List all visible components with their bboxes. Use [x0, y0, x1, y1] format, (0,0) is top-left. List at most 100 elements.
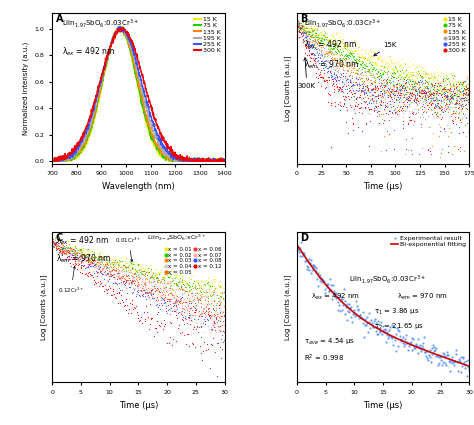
Point	[320, 77, 328, 84]
Point	[319, 36, 327, 43]
Point	[346, 87, 354, 94]
Point	[380, 76, 387, 82]
Point	[409, 68, 417, 75]
Point	[429, 76, 437, 82]
Point	[314, 45, 321, 52]
Point	[201, 310, 208, 317]
Point	[370, 79, 377, 85]
Point	[464, 90, 471, 97]
Point	[195, 312, 203, 319]
Point	[368, 85, 375, 92]
Point	[104, 270, 112, 277]
Point	[295, 28, 302, 34]
Point	[137, 270, 145, 277]
Point	[164, 291, 172, 298]
Point	[105, 258, 113, 264]
Point	[409, 85, 416, 92]
Point	[85, 269, 93, 275]
Point	[51, 241, 58, 247]
Experimental result	[385, 326, 392, 333]
Point	[77, 249, 84, 255]
Point	[320, 41, 328, 48]
Point	[374, 68, 382, 75]
Point	[384, 60, 392, 67]
Point	[134, 266, 141, 273]
Point	[210, 324, 218, 331]
Point	[378, 84, 386, 91]
Point	[433, 85, 440, 92]
Point	[311, 57, 319, 64]
Point	[429, 130, 437, 136]
Point	[48, 243, 56, 249]
Experimental result	[377, 329, 384, 336]
195 K	[222, 158, 228, 163]
Point	[103, 267, 110, 274]
Point	[458, 88, 465, 94]
Point	[214, 312, 222, 318]
Point	[388, 64, 396, 71]
Point	[75, 253, 82, 260]
Point	[457, 85, 465, 91]
Point	[329, 56, 337, 63]
Point	[340, 95, 348, 102]
Point	[383, 60, 390, 67]
Point	[127, 261, 135, 268]
Point	[65, 252, 73, 259]
Point	[140, 280, 147, 287]
Point	[72, 257, 79, 264]
Point	[185, 315, 192, 322]
Point	[124, 280, 132, 287]
Point	[416, 151, 423, 158]
Point	[349, 121, 357, 128]
Point	[143, 290, 150, 297]
Point	[403, 88, 411, 95]
Point	[317, 50, 325, 57]
Point	[348, 83, 356, 90]
Point	[315, 51, 322, 57]
Point	[76, 246, 83, 253]
Point	[425, 99, 433, 106]
Point	[411, 87, 419, 94]
Point	[141, 283, 148, 290]
Point	[364, 65, 372, 72]
Point	[421, 89, 429, 96]
Point	[104, 262, 112, 269]
Point	[335, 40, 343, 47]
Point	[154, 293, 161, 300]
Point	[374, 85, 382, 92]
Point	[413, 100, 420, 107]
Point	[337, 58, 345, 65]
Point	[450, 82, 458, 89]
Point	[465, 98, 472, 105]
Point	[346, 78, 354, 85]
Point	[427, 87, 434, 94]
Point	[451, 104, 459, 111]
Point	[97, 259, 104, 266]
Point	[443, 94, 451, 101]
Experimental result	[462, 365, 469, 372]
Point	[397, 97, 405, 104]
Point	[147, 289, 155, 296]
Point	[318, 51, 326, 58]
Point	[193, 290, 201, 297]
Text: τ$_1$ = 3.86 μs: τ$_1$ = 3.86 μs	[374, 307, 420, 317]
Point	[181, 287, 188, 294]
Point	[436, 128, 444, 135]
Point	[110, 258, 118, 265]
Point	[432, 103, 440, 110]
Point	[74, 255, 82, 262]
Point	[119, 273, 127, 280]
Point	[319, 65, 327, 71]
Point	[355, 74, 363, 80]
Point	[90, 257, 97, 264]
Point	[121, 281, 128, 288]
Point	[115, 267, 122, 274]
Point	[401, 85, 408, 91]
Point	[401, 79, 409, 86]
Point	[210, 290, 218, 297]
Point	[91, 258, 98, 265]
Point	[421, 93, 429, 100]
Point	[152, 297, 160, 303]
Point	[451, 100, 458, 107]
Point	[300, 29, 307, 36]
